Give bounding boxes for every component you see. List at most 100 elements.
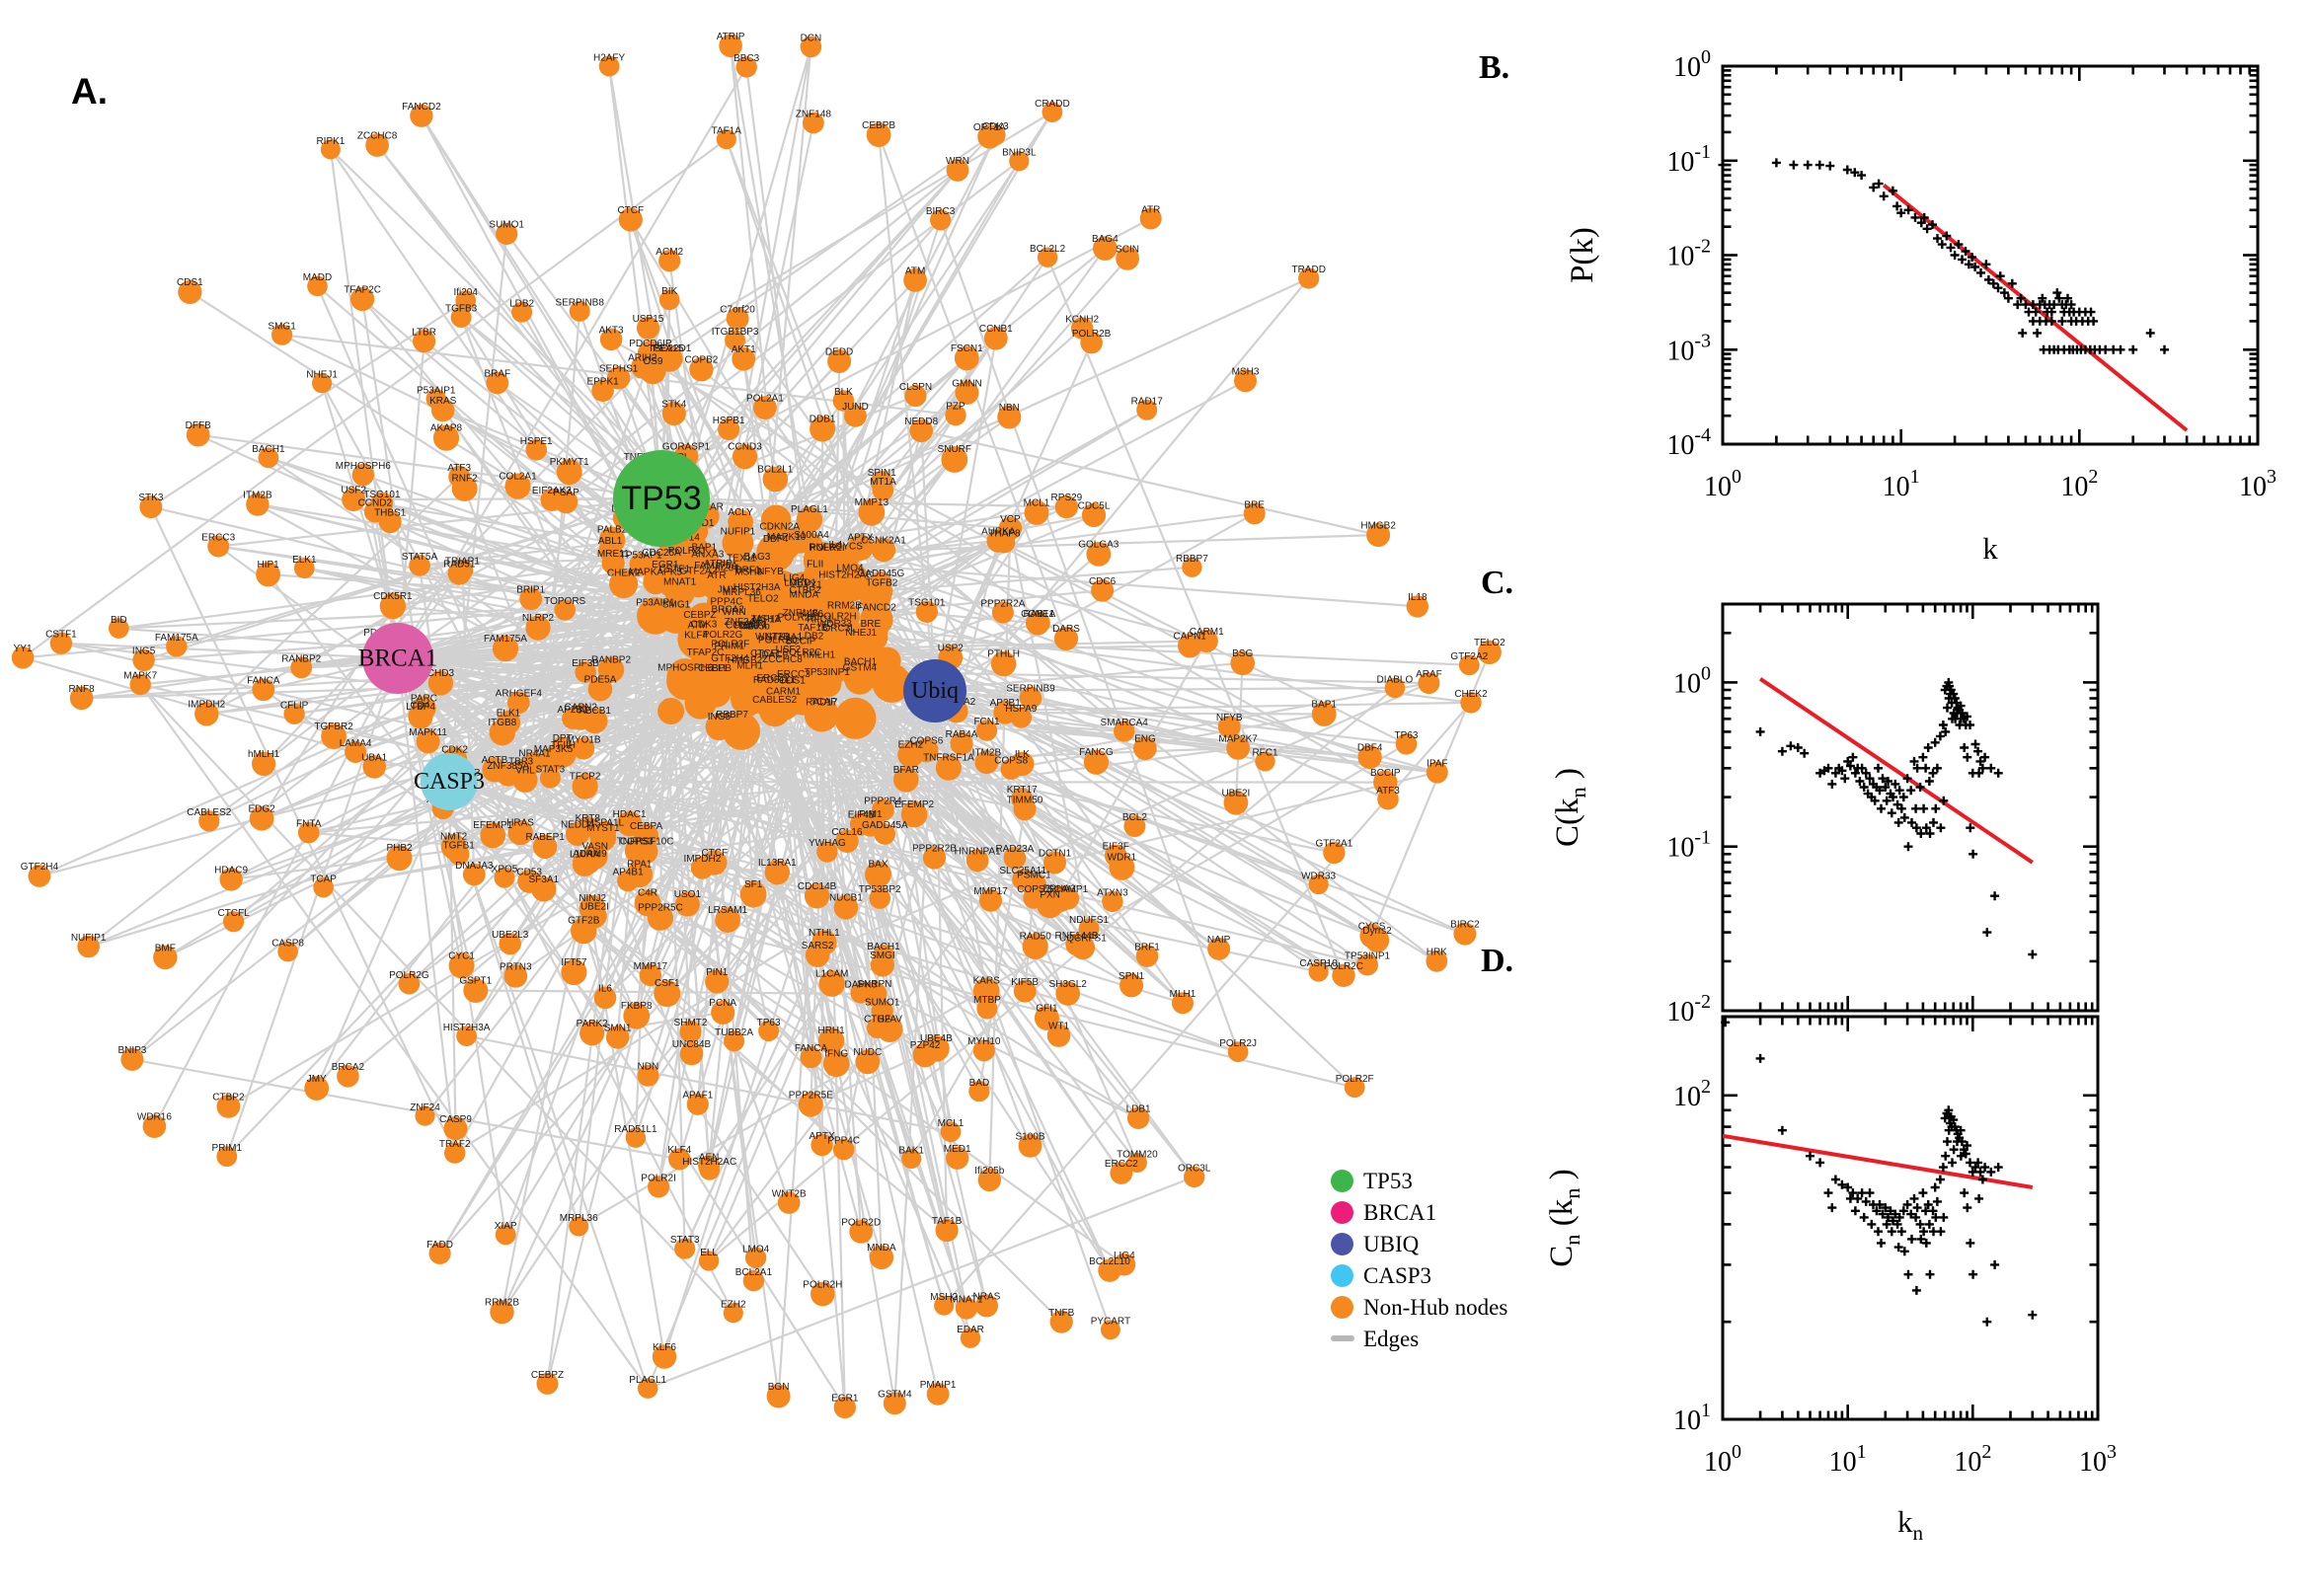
svg-text:NUCB1: NUCB1 [829, 893, 863, 904]
svg-text:ITGB8: ITGB8 [488, 718, 516, 728]
svg-text:THBS1: THBS1 [374, 508, 407, 519]
svg-text:MRPL36: MRPL36 [560, 1213, 598, 1224]
svg-text:CDS1: CDS1 [177, 277, 203, 288]
svg-text:DIABLO: DIABLO [1377, 674, 1414, 685]
svg-text:Ubiq: Ubiq [911, 678, 959, 704]
svg-text:COPS6: COPS6 [909, 736, 943, 747]
svg-text:NBN: NBN [999, 403, 1020, 414]
svg-text:CTCF: CTCF [617, 205, 644, 216]
legend-item: Non-Hub nodes [1331, 1291, 1587, 1323]
svg-text:100: 100 [1673, 46, 1711, 83]
svg-text:USP2: USP2 [938, 643, 965, 653]
svg-text:STK3: STK3 [138, 493, 163, 503]
svg-text:MAP2K7: MAP2K7 [1218, 733, 1258, 744]
svg-text:RAD50: RAD50 [1020, 932, 1052, 943]
svg-text:100: 100 [1704, 1441, 1741, 1478]
svg-text:BCL2L2: BCL2L2 [1030, 244, 1066, 255]
svg-text:LIG4: LIG4 [1114, 1251, 1135, 1261]
svg-text:FKBP8: FKBP8 [621, 1001, 653, 1012]
svg-text:HSPA9: HSPA9 [1005, 704, 1037, 715]
svg-text:TP53: TP53 [621, 480, 701, 517]
legend-item: BRCA1 [1331, 1196, 1587, 1228]
edges-swatch-icon [1331, 1335, 1354, 1341]
svg-text:UBE2I: UBE2I [1221, 788, 1250, 798]
svg-text:BIK: BIK [661, 286, 677, 297]
axis-ticks [1723, 604, 2098, 1011]
svg-text:NFYB: NFYB [757, 567, 784, 577]
svg-text:MMP17: MMP17 [634, 961, 668, 972]
svg-text:NUFIP1: NUFIP1 [71, 933, 107, 944]
svg-text:CSF1: CSF1 [655, 978, 680, 989]
svg-text:TBP3: TBP3 [508, 757, 533, 768]
svg-text:BNIP3L: BNIP3L [1002, 148, 1037, 159]
svg-text:MADD: MADD [303, 272, 332, 283]
svg-text:GTF2B: GTF2B [568, 916, 600, 927]
svg-text:COL2A1: COL2A1 [499, 471, 537, 482]
svg-text:EZH2: EZH2 [721, 1300, 746, 1311]
svg-text:BACH1: BACH1 [252, 444, 285, 455]
svg-text:RAD51L1: RAD51L1 [753, 675, 797, 686]
svg-text:DCN: DCN [801, 34, 822, 44]
svg-text:PLAGL1: PLAGL1 [791, 504, 828, 515]
svg-text:RFC1: RFC1 [807, 615, 833, 626]
svg-text:SLC25A11: SLC25A11 [999, 866, 1046, 876]
svg-text:PPP4C: PPP4C [711, 597, 743, 608]
svg-text:100: 100 [1704, 466, 1741, 502]
svg-text:FANCD2: FANCD2 [857, 603, 896, 614]
svg-text:NTHL1: NTHL1 [809, 928, 840, 939]
svg-text:POLR2J: POLR2J [1219, 1038, 1257, 1049]
svg-text:RBBP7: RBBP7 [716, 710, 748, 721]
svg-text:BAG4: BAG4 [1092, 234, 1119, 245]
svg-text:TGFB3: TGFB3 [445, 304, 478, 315]
svg-text:STAT3: STAT3 [670, 1235, 700, 1246]
svg-text:PRIM1: PRIM1 [212, 1143, 243, 1154]
svg-text:MAPK10: MAPK10 [767, 532, 807, 543]
svg-text:UBE2L3: UBE2L3 [492, 930, 529, 941]
svg-text:MAPKAPK5: MAPKAPK5 [629, 568, 682, 578]
svg-text:LDB2: LDB2 [799, 631, 823, 642]
svg-text:MED1: MED1 [944, 1144, 971, 1155]
svg-text:MPHOSPH6: MPHOSPH6 [336, 461, 392, 472]
svg-text:IPAF: IPAF [1427, 759, 1447, 770]
svg-text:10-2: 10-2 [1666, 236, 1711, 272]
svg-text:BCL2L1: BCL2L1 [757, 465, 794, 476]
svg-text:ITM2B: ITM2B [972, 748, 1002, 759]
svg-text:ITGB1BP3: ITGB1BP3 [712, 327, 759, 338]
svg-text:CCND3: CCND3 [728, 442, 762, 453]
svg-text:TFCP2: TFCP2 [570, 772, 601, 783]
svg-text:RAD51: RAD51 [443, 559, 476, 570]
svg-text:CSNK2A1: CSNK2A1 [861, 535, 906, 546]
svg-text:LRSAM1: LRSAM1 [708, 905, 747, 916]
svg-text:SMG1: SMG1 [268, 321, 296, 332]
svg-text:LIG4: LIG4 [784, 572, 806, 583]
svg-text:TELO2: TELO2 [747, 593, 779, 604]
panel-label-c: C. [1481, 565, 1513, 602]
svg-text:POLR2B: POLR2B [1072, 329, 1112, 340]
svg-text:ITM2B: ITM2B [243, 491, 272, 501]
svg-text:ORC3L: ORC3L [1178, 1164, 1211, 1175]
svg-text:HSPE1: HSPE1 [520, 436, 553, 447]
svg-text:YY1: YY1 [14, 644, 33, 654]
y-axis-label: C(kn ) [1550, 768, 1590, 847]
svg-text:SNRPN: SNRPN [857, 979, 891, 990]
svg-text:L10RA: L10RA [570, 849, 600, 860]
svg-text:TGFB2: TGFB2 [866, 577, 898, 588]
svg-text:MTBP: MTBP [973, 995, 1001, 1006]
svg-text:ATRIP: ATRIP [717, 32, 745, 42]
svg-text:BRAF: BRAF [484, 369, 510, 380]
svg-text:UQCRFS1: UQCRFS1 [1059, 933, 1107, 944]
svg-text:NAIP: NAIP [1207, 935, 1231, 946]
svg-text:BSG: BSG [1232, 648, 1253, 659]
svg-text:HMGB2: HMGB2 [1360, 520, 1396, 531]
svg-text:RPS29: RPS29 [1051, 493, 1083, 503]
svg-text:KLF4: KLF4 [667, 1145, 691, 1156]
svg-text:AP4B1: AP4B1 [613, 867, 645, 877]
svg-text:HIST2H2AC: HIST2H2AC [682, 1157, 736, 1168]
svg-text:FSCN1: FSCN1 [951, 343, 983, 354]
svg-text:FANCA: FANCA [795, 1043, 828, 1054]
svg-text:DBF4: DBF4 [1357, 742, 1383, 753]
plot-frame [1723, 604, 2098, 1011]
